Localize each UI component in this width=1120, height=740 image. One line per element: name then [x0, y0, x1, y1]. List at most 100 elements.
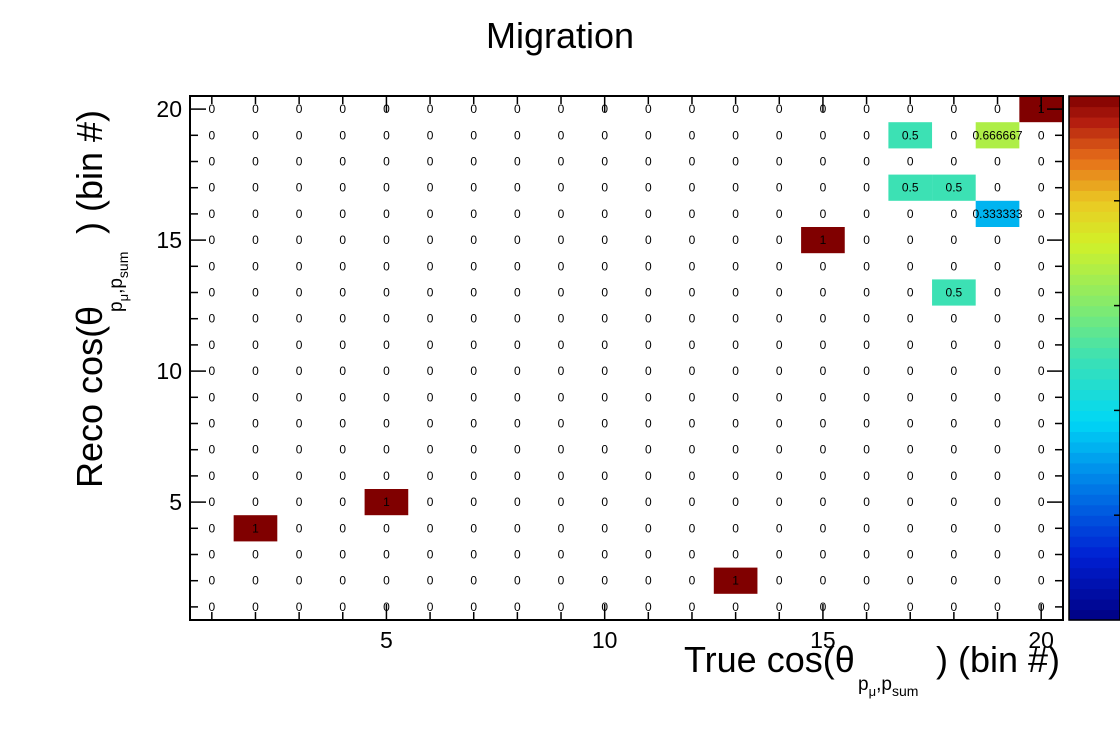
- heatmap-cell-label: 1: [820, 233, 827, 247]
- heatmap-cell-label: 0: [689, 364, 696, 378]
- heatmap-cell-label: 0: [296, 338, 303, 352]
- heatmap-cell-label: 0: [907, 574, 914, 588]
- heatmap-cell-label: 0: [732, 600, 739, 614]
- heatmap-cell-label: 0: [470, 469, 477, 483]
- heatmap-cell-label: 0: [470, 286, 477, 300]
- heatmap-cell-label: 0: [252, 286, 259, 300]
- heatmap-cell-label: 0: [820, 128, 827, 142]
- palette-segment: [1069, 546, 1120, 558]
- palette-segment: [1069, 326, 1120, 338]
- palette-segment: [1069, 158, 1120, 170]
- heatmap-cell-label: 0: [427, 417, 434, 431]
- heatmap-cell-label: 0: [907, 364, 914, 378]
- heatmap-cell-label: 0: [470, 548, 477, 562]
- heatmap-cell-label: 0: [514, 128, 521, 142]
- heatmap-cell-label: 0: [296, 207, 303, 221]
- heatmap-cell-label: 0: [514, 548, 521, 562]
- heatmap-cell-label: 0: [296, 364, 303, 378]
- palette-segment: [1069, 609, 1120, 621]
- heatmap-cell-label: 0: [776, 600, 783, 614]
- heatmap-cell-label: 0: [470, 338, 477, 352]
- heatmap-cell-label: 0: [470, 417, 477, 431]
- heatmap-cell-label: 0.5: [902, 181, 919, 195]
- heatmap-cell-label: 0: [601, 443, 608, 457]
- heatmap-cell-label: 0: [470, 128, 477, 142]
- heatmap-cell-label: 0: [296, 574, 303, 588]
- heatmap-cell-label: 0: [514, 259, 521, 273]
- heatmap-cell-label: 0: [339, 574, 346, 588]
- palette-segment: [1069, 358, 1120, 370]
- heatmap-cell-label: 0: [732, 181, 739, 195]
- heatmap-cell-label: 0: [296, 259, 303, 273]
- heatmap-cell-label: 0: [907, 286, 914, 300]
- heatmap-cell-label: 0: [296, 548, 303, 562]
- palette-segment: [1069, 284, 1120, 296]
- palette-segment: [1069, 441, 1120, 453]
- heatmap-cell-label: 0: [863, 600, 870, 614]
- heatmap-cell-label: 0: [601, 417, 608, 431]
- heatmap-cell-label: 0: [1038, 443, 1045, 457]
- palette-frame: [1068, 95, 1120, 621]
- heatmap-cell-label: 0: [645, 495, 652, 509]
- heatmap-cell-label: 0: [470, 574, 477, 588]
- heatmap-cell-label: 0: [994, 181, 1001, 195]
- heatmap-cell-label: 0: [383, 207, 390, 221]
- heatmap-cell-label: 0: [296, 181, 303, 195]
- heatmap-cell-label: 0: [689, 128, 696, 142]
- heatmap-cell-label: 0: [558, 495, 565, 509]
- heatmap-cell-label: 0: [689, 521, 696, 535]
- heatmap-cell-label: 0: [820, 417, 827, 431]
- heatmap-cell-label: 0: [1038, 574, 1045, 588]
- heatmap-cell-label: 0: [645, 312, 652, 326]
- y-axis-title-suffix: ) (bin #): [69, 110, 110, 234]
- heatmap-cell-label: 0: [645, 469, 652, 483]
- y-axis-title: Reco cos(θ: [69, 306, 110, 488]
- heatmap-cell-label: 0: [776, 390, 783, 404]
- heatmap-cell-label: 0: [252, 259, 259, 273]
- palette-segment: [1069, 599, 1120, 611]
- palette-segment: [1069, 337, 1120, 349]
- heatmap-cell-label: 0: [558, 364, 565, 378]
- heatmap-cell-label: 0: [470, 521, 477, 535]
- heatmap-cell-label: 0: [296, 233, 303, 247]
- heatmap-cell-label: 0: [339, 259, 346, 273]
- heatmap-cell-label: 0: [383, 548, 390, 562]
- heatmap-cell-label: 0: [994, 233, 1001, 247]
- heatmap-cell-label: 0: [558, 312, 565, 326]
- heatmap-cell-label: 0: [907, 417, 914, 431]
- heatmap-cell-label: 0: [732, 443, 739, 457]
- heatmap-cell-label: 0: [208, 417, 215, 431]
- heatmap-cell-label: 0: [994, 286, 1001, 300]
- heatmap-cell: [975, 200, 1020, 227]
- heatmap-cell-label: 0: [383, 443, 390, 457]
- x-tick-label: 5: [380, 627, 393, 653]
- heatmap-cell-label: 0: [863, 443, 870, 457]
- heatmap-cell-label: 0: [820, 521, 827, 535]
- heatmap-cell-label: 0: [820, 259, 827, 273]
- y-tick-label: 10: [156, 358, 182, 384]
- palette-segment: [1069, 295, 1120, 307]
- palette-segment: [1069, 232, 1120, 244]
- x-axis-title: True cos(θ: [684, 639, 855, 680]
- heatmap-cell-label: 0: [689, 574, 696, 588]
- heatmap-cell-label: 0: [645, 338, 652, 352]
- heatmap-cell-label: 0: [383, 128, 390, 142]
- heatmap-cell-label: 0: [1038, 338, 1045, 352]
- palette-segment: [1069, 242, 1120, 254]
- heatmap-cell-label: 0: [208, 390, 215, 404]
- heatmap-cell-label: 0: [776, 155, 783, 169]
- heatmap-cell-label: 0: [558, 338, 565, 352]
- heatmap-cell-label: 0: [427, 259, 434, 273]
- heatmap-cell-label: 0: [339, 286, 346, 300]
- heatmap-cell-label: 0: [514, 207, 521, 221]
- heatmap-cell-label: 0: [252, 102, 259, 116]
- heatmap-cell-label: 0: [732, 128, 739, 142]
- heatmap-cell-label: 0: [601, 207, 608, 221]
- heatmap-cell-label: 0.5: [946, 181, 963, 195]
- heatmap-cell-label: 0: [645, 155, 652, 169]
- heatmap-cell-label: 0: [208, 338, 215, 352]
- heatmap-cell-label: 0: [514, 312, 521, 326]
- heatmap-cell-label: 0: [252, 312, 259, 326]
- heatmap-cell-label: 0: [820, 390, 827, 404]
- heatmap-cell-label: 0: [907, 469, 914, 483]
